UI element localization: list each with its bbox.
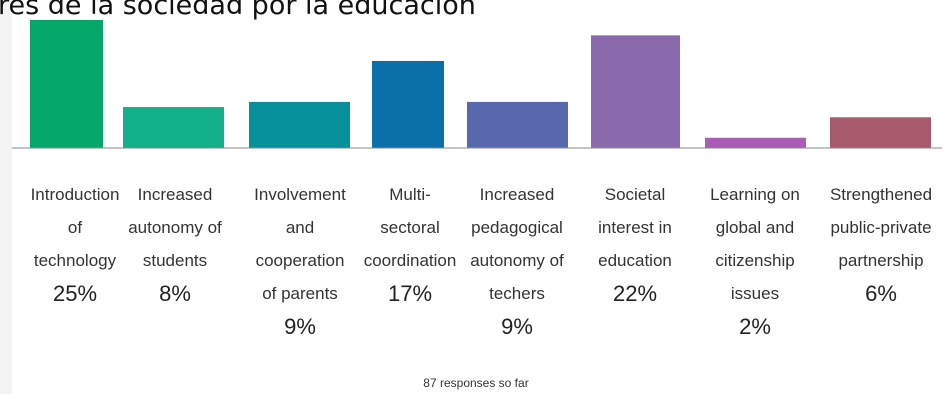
category-label-group: Involvement and cooperation of parents 9% xyxy=(240,178,360,343)
category-label: Learning on global and citizenship issue… xyxy=(710,185,800,303)
bar-chart xyxy=(12,20,942,149)
data-label: 9% xyxy=(501,314,533,339)
category-label: Involvement and cooperation of parents xyxy=(254,185,346,303)
bar xyxy=(591,35,680,148)
category-label: Increased autonomy of students xyxy=(128,185,222,270)
responses-count: 87 responses so far xyxy=(423,376,529,390)
data-label: 8% xyxy=(159,281,191,306)
category-label-group: Introduction of technology 25% xyxy=(15,178,135,310)
category-label-group: Multi- sectoral coordination 17% xyxy=(350,178,470,310)
category-label-group: Strengthened public-private partnership 6… xyxy=(821,178,941,310)
category-label-group: Learning on global and citizenship issue… xyxy=(695,178,815,343)
page-title: rés de la sociedad por la educación xyxy=(0,0,476,21)
data-label: 22% xyxy=(612,281,658,306)
bar xyxy=(830,117,931,148)
bar xyxy=(372,60,444,148)
category-label-group: Increased autonomy of students 8% xyxy=(115,178,235,310)
data-label: 25% xyxy=(52,281,98,306)
bar xyxy=(249,101,350,148)
category-label: Introduction of technology xyxy=(30,185,120,270)
data-label: 17% xyxy=(387,281,433,306)
data-label: 9% xyxy=(284,314,316,339)
bar xyxy=(123,107,224,148)
category-label: Strengthened public-private partnership xyxy=(829,185,933,270)
data-label: 2% xyxy=(739,314,771,339)
category-label: Increased pedagogical autonomy of techer… xyxy=(470,185,564,303)
data-label: 6% xyxy=(865,281,897,306)
bar xyxy=(705,137,806,148)
chart-panel: Introduction of technology 25% Increased a… xyxy=(12,0,952,394)
bar xyxy=(467,101,568,148)
category-label: Multi- sectoral coordination xyxy=(363,185,457,270)
bar xyxy=(30,20,103,148)
category-label-group: Societal interest in education 22% xyxy=(575,178,695,310)
category-label: Societal interest in education xyxy=(598,185,672,270)
category-label-group: Increased pedagogical autonomy of techer… xyxy=(457,178,577,343)
